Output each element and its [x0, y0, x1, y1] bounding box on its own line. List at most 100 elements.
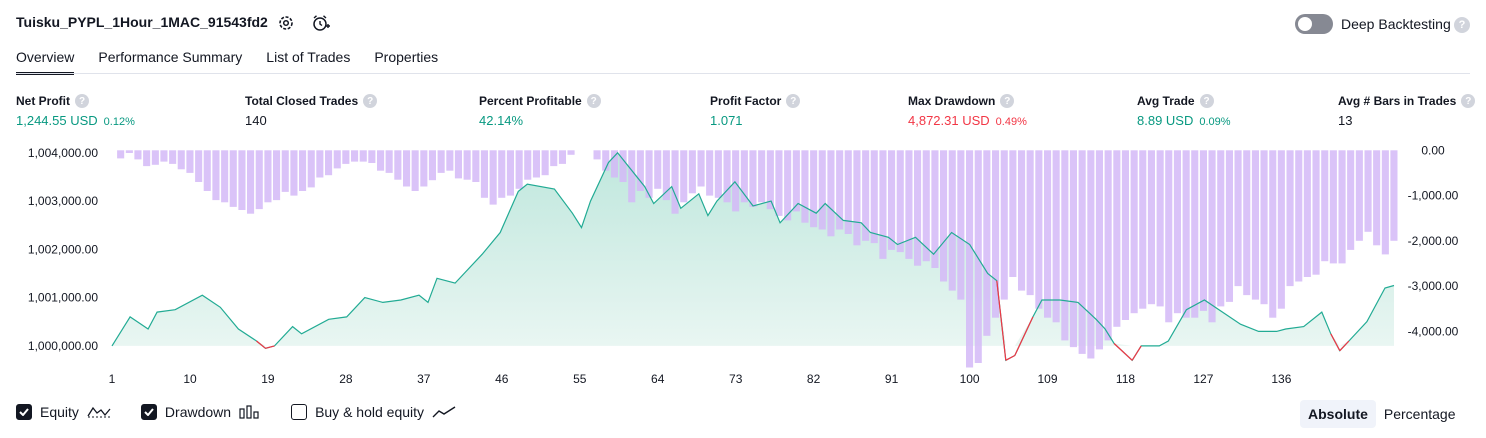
- equity-drawdown-chart[interactable]: 1,004,000.00 1,003,000.00 1,002,000.00 1,00…: [0, 140, 1486, 390]
- x-axis-tick-label: 55: [573, 372, 587, 386]
- drawdown-bar: [550, 150, 558, 167]
- drawdown-bar: [1130, 150, 1138, 314]
- buy-hold-checkbox[interactable]: [291, 404, 308, 420]
- metric-max-drawdown: Max Drawdown? 4,872.31 USD 0.49%: [908, 94, 1027, 128]
- drawdown-bar: [749, 150, 757, 207]
- left-axis-tick-label: 1,003,000.00: [28, 194, 98, 208]
- drawdown-bar: [351, 150, 359, 162]
- legend-buy-hold[interactable]: Buy & hold equity: [291, 404, 456, 420]
- drawdown-bar: [1182, 150, 1190, 318]
- drawdown-bar: [342, 150, 350, 164]
- right-axis-tick-label: -3,000.00: [1408, 279, 1459, 293]
- drawdown-bar: [1156, 150, 1164, 307]
- left-axis-tick-label: 1,000,000.00: [28, 339, 98, 353]
- metric-avg-trade: Avg Trade? 8.89 USD 0.09%: [1137, 94, 1231, 128]
- drawdown-bar: [307, 150, 315, 188]
- drawdown-bar: [125, 150, 133, 153]
- drawdown-bar: [810, 150, 818, 228]
- drawdown-bar: [1373, 150, 1381, 246]
- help-icon[interactable]: ?: [786, 94, 801, 108]
- drawdown-bar: [1095, 150, 1103, 350]
- drawdown-bar: [1208, 150, 1216, 323]
- help-icon[interactable]: ?: [1461, 94, 1476, 108]
- drawdown-bar: [1251, 150, 1259, 300]
- drawdown-bar: [1199, 150, 1207, 311]
- absolute-button[interactable]: Absolute: [1300, 400, 1376, 428]
- drawdown-bar: [143, 150, 151, 167]
- percentage-button[interactable]: Percentage: [1383, 406, 1456, 422]
- drawdown-bar: [827, 150, 835, 237]
- gear-icon: [279, 16, 293, 30]
- legend-equity[interactable]: Equity: [16, 404, 111, 420]
- metric-label: Avg Trade: [1137, 94, 1195, 108]
- drawdown-bar: [1044, 150, 1052, 318]
- drawdown-bar: [229, 150, 237, 207]
- equity-checkbox[interactable]: [16, 404, 32, 420]
- drawdown-checkbox[interactable]: [140, 404, 157, 420]
- tab-performance-summary[interactable]: Performance Summary: [98, 49, 243, 65]
- drawdown-bar: [888, 150, 896, 250]
- drawdown-bars-icon: [239, 405, 259, 419]
- legend-label: Equity: [40, 404, 79, 420]
- right-axis-tick-label: -4,000.00: [1408, 324, 1459, 338]
- x-axis-tick-label: 82: [807, 372, 821, 386]
- left-axis-tick-label: 1,004,000.00: [28, 146, 98, 160]
- equity-below-segment: [1339, 340, 1350, 352]
- metric-percent: 0.49%: [995, 116, 1027, 128]
- drawdown-bar: [532, 150, 540, 178]
- drawdown-bar: [428, 150, 436, 181]
- legend-drawdown[interactable]: Drawdown: [140, 404, 261, 420]
- strategy-title: Tuisku_PYPL_1Hour_1MAC_91543fd2: [16, 14, 268, 30]
- help-icon[interactable]: ?: [363, 94, 378, 108]
- help-icon[interactable]: ?: [75, 94, 89, 108]
- metric-label: Max Drawdown: [908, 94, 996, 108]
- drawdown-bar: [394, 150, 402, 180]
- drawdown-bar: [169, 150, 177, 164]
- metric-value: 4,872.31 USD: [908, 113, 990, 128]
- metric-percent: 0.12%: [103, 116, 135, 128]
- drawdown-bar: [602, 150, 610, 171]
- drawdown-bar: [1000, 150, 1008, 300]
- drawdown-bar: [411, 150, 419, 191]
- drawdown-bar: [195, 150, 203, 182]
- help-icon[interactable]: ?: [1199, 94, 1214, 108]
- metric-value: 42.14%: [479, 113, 524, 128]
- help-icon[interactable]: ?: [586, 94, 601, 108]
- metric-label: Profit Factor: [710, 94, 782, 108]
- drawdown-bar: [506, 150, 514, 196]
- add-alert-button[interactable]: [310, 12, 332, 34]
- drawdown-bar: [238, 150, 246, 210]
- drawdown-bar: [1069, 150, 1077, 348]
- settings-button[interactable]: [275, 12, 297, 34]
- right-axis-tick-label: -2,000.00: [1408, 234, 1459, 248]
- drawdown-bar: [818, 150, 826, 230]
- drawdown-bar: [1113, 150, 1121, 327]
- tab-list-of-trades[interactable]: List of Trades: [266, 49, 351, 65]
- tabs-divider: [16, 73, 1470, 74]
- drawdown-bar: [1390, 150, 1398, 241]
- help-icon[interactable]: ?: [1454, 17, 1470, 33]
- drawdown-bar: [619, 150, 627, 182]
- drawdown-bar: [1364, 150, 1372, 232]
- x-axis-tick-label: 127: [1193, 372, 1213, 386]
- equity-below-segment: [256, 340, 266, 349]
- drawdown-bar: [403, 150, 411, 187]
- drawdown-bar: [454, 150, 462, 179]
- drawdown-bar: [1355, 150, 1363, 241]
- drawdown-bar: [567, 150, 575, 155]
- drawdown-bar: [896, 150, 904, 253]
- drawdown-bar: [299, 150, 307, 191]
- drawdown-bar: [420, 150, 428, 187]
- drawdown-bar: [1243, 150, 1251, 296]
- deep-backtesting-toggle[interactable]: [1295, 14, 1333, 34]
- equity-below-segment: [1014, 316, 1034, 356]
- metric-value: 8.89 USD: [1137, 113, 1194, 128]
- drawdown-bar: [290, 150, 298, 196]
- drawdown-bar: [1381, 150, 1389, 255]
- tab-overview[interactable]: Overview: [16, 49, 75, 75]
- tab-properties[interactable]: Properties: [374, 49, 439, 65]
- drawdown-bar: [983, 150, 991, 336]
- help-icon[interactable]: ?: [1000, 94, 1015, 108]
- drawdown-bar: [1277, 150, 1285, 309]
- drawdown-bar: [1147, 150, 1155, 305]
